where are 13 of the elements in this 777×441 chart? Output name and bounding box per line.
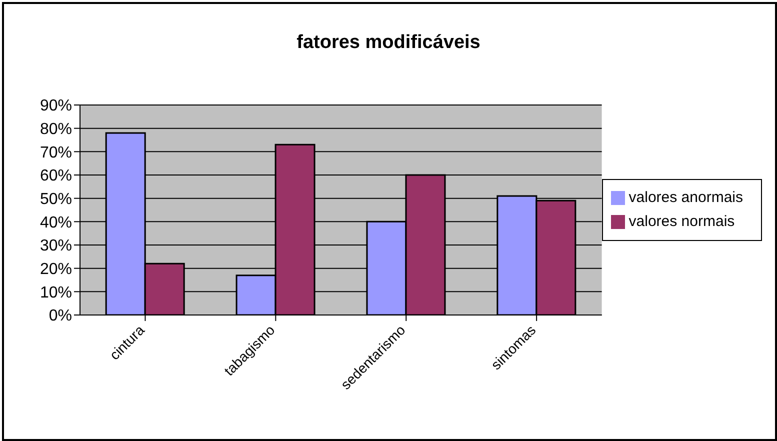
y-tick-label: 30% bbox=[40, 238, 72, 255]
y-tick-label: 50% bbox=[40, 191, 72, 208]
y-tick-label: 40% bbox=[40, 214, 72, 232]
y-tick-label: 80% bbox=[40, 121, 72, 138]
y-tick-label: 60% bbox=[40, 168, 72, 185]
chart-title: fatores modificáveis bbox=[296, 32, 482, 54]
y-tick-label: 70% bbox=[40, 144, 72, 162]
y-tick-label: 0% bbox=[48, 308, 72, 325]
legend-label: valores normais bbox=[628, 213, 735, 230]
y-tick-label: 20% bbox=[40, 261, 72, 278]
y-tick-label: 90% bbox=[40, 98, 72, 115]
legend-label: valores anormais bbox=[628, 189, 743, 206]
y-tick-label: 10% bbox=[40, 284, 72, 302]
